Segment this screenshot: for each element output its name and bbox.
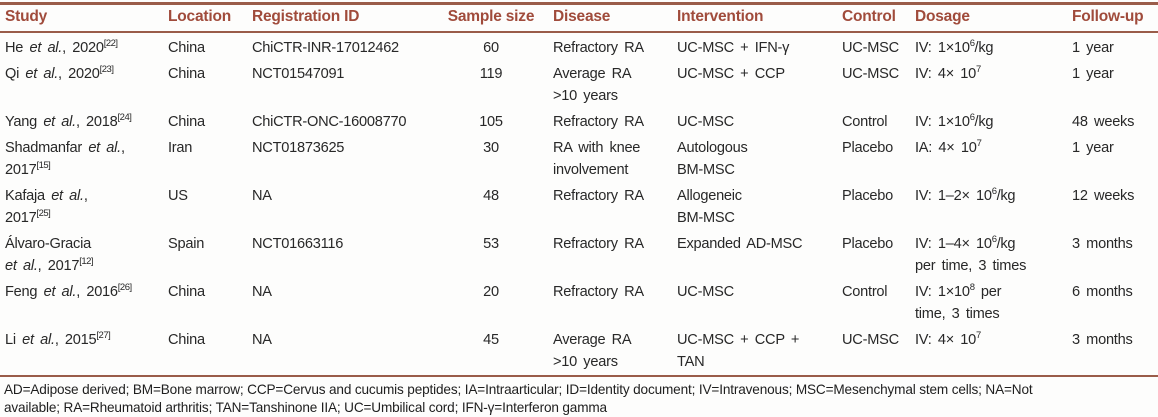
cell-reg_id: NA (252, 284, 272, 300)
cell-dosage: IV: 4× 107 (915, 330, 981, 348)
cell-reg_id: NA (252, 332, 272, 348)
table-row: Li et al., 2015[27] China NA 45 Average RA >1… (0, 327, 1158, 376)
cell-control: UC-MSC (842, 40, 899, 56)
cell-reg_id: ChiCTR-INR-17012462 (252, 40, 399, 56)
cell-intervention: UC-MSC (677, 284, 734, 300)
cell-sample_size: 20 (483, 284, 499, 300)
table-row: Qi et al., 2020[23] China NCT01547091 119 Av… (0, 61, 1158, 109)
cell-study: Yang et al., 2018[24] (5, 112, 132, 130)
cell-study: Qi et al., 2020[23] (5, 64, 114, 82)
cell-dosage: IV: 1×108 per time, 3 times (915, 282, 1002, 322)
cell-study: He et al., 2020[22] (5, 38, 118, 56)
cell-location: China (168, 114, 205, 130)
cell-dosage: IV: 1–2× 106/kg (915, 186, 1016, 204)
cell-disease: Refractory RA (553, 236, 644, 252)
clinical-trials-table: Study Location Registration ID Sample size D… (0, 2, 1158, 377)
cell-sample_size: 30 (483, 140, 499, 156)
cell-sample_size: 48 (483, 188, 499, 204)
cell-disease: Average RA >10 years (553, 332, 632, 370)
cell-study: Shadmanfar et al., 2017[15] (5, 140, 125, 178)
cell-location: US (168, 188, 188, 204)
cell-sample_size: 119 (479, 66, 503, 82)
column-header-intervention: Intervention (672, 3, 837, 33)
table-row: Álvaro-Gracia et al., 2017[12] Spain NCT016… (0, 231, 1158, 279)
cell-disease: Refractory RA (553, 40, 644, 56)
cell-sample_size: 53 (483, 236, 499, 252)
cell-disease: Refractory RA (553, 114, 644, 130)
column-header-study: Study (0, 3, 163, 33)
cell-disease: Refractory RA (553, 188, 644, 204)
cell-control: Placebo (842, 236, 893, 252)
cell-study: Álvaro-Gracia et al., 2017[12] (5, 236, 94, 274)
cell-sample_size: 60 (483, 40, 499, 56)
cell-follow_up: 3 months (1072, 332, 1133, 348)
cell-study: Li et al., 2015[27] (5, 330, 111, 348)
cell-dosage: IV: 1×106/kg (915, 38, 994, 56)
cell-location: China (168, 66, 205, 82)
cell-follow_up: 1 year (1072, 140, 1114, 156)
cell-follow_up: 1 year (1072, 40, 1114, 56)
cell-reg_id: NA (252, 188, 272, 204)
cell-follow_up: 48 weeks (1072, 114, 1135, 130)
cell-disease: Average RA >10 years (553, 66, 632, 104)
cell-sample_size: 45 (483, 332, 499, 348)
column-header-disease: Disease (548, 3, 672, 33)
cell-location: China (168, 332, 205, 348)
column-header-location: Location (163, 3, 247, 33)
cell-control: Control (842, 284, 888, 300)
cell-dosage: IV: 1–4× 106/kg per time, 3 times (915, 234, 1027, 274)
cell-follow_up: 6 months (1072, 284, 1133, 300)
cell-reg_id: NCT01873625 (252, 140, 345, 156)
cell-reg_id: ChiCTR-ONC-16008770 (252, 114, 407, 130)
cell-disease: Refractory RA (553, 284, 644, 300)
column-header-dosage: Dosage (910, 3, 1067, 33)
cell-follow_up: 3 months (1072, 236, 1133, 252)
cell-intervention: Autologous BM-MSC (677, 140, 748, 178)
column-header-follow_up: Follow-up (1067, 3, 1158, 33)
column-header-reg_id: Registration ID (247, 3, 435, 33)
table-footnote: AD=Adipose derived; BM=Bone marrow; CCP=… (4, 382, 1033, 415)
table-row: Kafaja et al., 2017[25] US NA 48 Refractory R… (0, 183, 1158, 231)
cell-follow_up: 12 weeks (1072, 188, 1135, 204)
cell-location: China (168, 40, 205, 56)
cell-disease: RA with knee involvement (553, 140, 641, 178)
cell-control: UC-MSC (842, 332, 899, 348)
cell-dosage: IV: 4× 107 (915, 64, 981, 82)
column-header-control: Control (837, 3, 910, 33)
table-header-row: Study Location Registration ID Sample size D… (0, 3, 1158, 33)
cell-control: Placebo (842, 188, 893, 204)
table-row: Feng et al., 2016[26] China NA 20 Refractory… (0, 279, 1158, 327)
cell-intervention: UC-MSC (677, 114, 734, 130)
cell-dosage: IV: 1×106/kg (915, 112, 994, 130)
table-row: Yang et al., 2018[24] China ChiCTR-ONC-160… (0, 109, 1158, 135)
cell-intervention: UC-MSC + IFN-γ (677, 40, 790, 56)
cell-location: China (168, 284, 205, 300)
cell-study: Feng et al., 2016[26] (5, 282, 132, 300)
cell-reg_id: NCT01663116 (252, 236, 344, 252)
column-header-sample_size: Sample size (435, 3, 548, 33)
cell-reg_id: NCT01547091 (252, 66, 345, 82)
cell-intervention: UC-MSC + CCP + TAN (677, 332, 800, 370)
cell-intervention: UC-MSC + CCP (677, 66, 785, 82)
cell-control: UC-MSC (842, 66, 899, 82)
cell-intervention: Expanded AD-MSC (677, 236, 803, 252)
cell-follow_up: 1 year (1072, 66, 1114, 82)
table-row: He et al., 2020[22] China ChiCTR-INR-17012… (0, 32, 1158, 61)
cell-dosage: IA: 4× 107 (915, 138, 982, 156)
cell-study: Kafaja et al., 2017[25] (5, 188, 88, 226)
cell-intervention: Allogeneic BM-MSC (677, 188, 742, 226)
cell-control: Placebo (842, 140, 893, 156)
cell-sample_size: 105 (479, 114, 503, 130)
cell-location: Iran (168, 140, 193, 156)
cell-location: Spain (168, 236, 205, 252)
cell-control: Control (842, 114, 888, 130)
table-row: Shadmanfar et al., 2017[15] Iran NCT0187362… (0, 135, 1158, 183)
